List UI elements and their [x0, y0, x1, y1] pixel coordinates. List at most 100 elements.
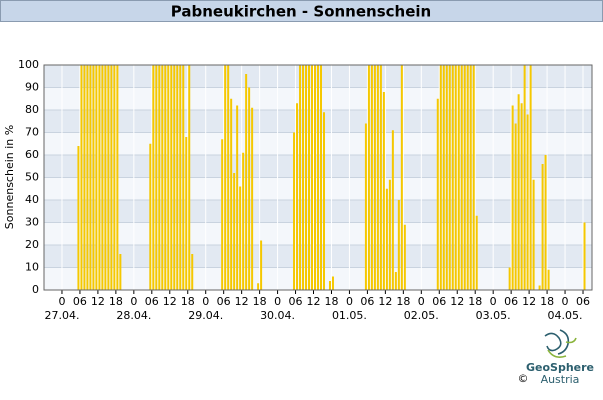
x-tick-label: 18 — [181, 295, 195, 308]
y-tick-label: 100 — [18, 58, 39, 71]
x-tick-label: 06 — [217, 295, 231, 308]
y-tick-label: 20 — [25, 238, 39, 251]
bar — [373, 65, 376, 290]
bar — [110, 65, 113, 290]
x-tick-label: 12 — [163, 295, 177, 308]
y-tick-label: 80 — [25, 103, 39, 116]
x-tick-label: 18 — [109, 295, 123, 308]
bar — [248, 87, 251, 290]
bar — [95, 65, 98, 290]
x-tick-label: 12 — [378, 295, 392, 308]
bar — [224, 65, 227, 290]
logo-name: GeoSphere — [526, 361, 594, 374]
y-tick-label: 30 — [25, 216, 39, 229]
bar — [388, 179, 391, 290]
x-tick-label: 18 — [324, 295, 338, 308]
bar — [221, 139, 224, 290]
bar — [400, 65, 403, 290]
bar — [152, 65, 155, 290]
bar — [119, 254, 122, 290]
bar — [538, 285, 541, 290]
bar — [176, 65, 179, 290]
bar — [544, 155, 547, 290]
bar — [167, 65, 170, 290]
x-tick-label: 18 — [396, 295, 410, 308]
bar — [397, 200, 400, 290]
bar — [161, 65, 164, 290]
bar — [319, 65, 322, 290]
y-tick-label: 40 — [25, 193, 39, 206]
bar — [367, 65, 370, 290]
bar — [164, 65, 167, 290]
date-label: 30.04. — [260, 309, 295, 322]
date-label: 01.05. — [332, 309, 367, 322]
bar — [391, 130, 394, 290]
bar — [296, 103, 299, 290]
bar — [185, 137, 188, 290]
x-tick-label: 0 — [202, 295, 209, 308]
bar — [260, 240, 263, 290]
bar — [293, 132, 296, 290]
bar — [379, 65, 382, 290]
x-tick-label: 0 — [274, 295, 281, 308]
date-label: 28.04. — [116, 309, 151, 322]
y-tick-label: 60 — [25, 148, 39, 161]
bar — [182, 65, 185, 290]
bar — [532, 179, 535, 290]
bar — [155, 65, 158, 290]
bar — [364, 123, 367, 290]
bar — [442, 65, 445, 290]
y-tick-label: 10 — [25, 261, 39, 274]
bar — [173, 65, 176, 290]
bar — [445, 65, 448, 290]
bar — [98, 65, 101, 290]
bar — [86, 65, 89, 290]
bar — [89, 65, 92, 290]
plot-border — [43, 64, 593, 291]
bar — [92, 65, 95, 290]
x-tick-label: 0 — [58, 295, 65, 308]
date-label: 04.05. — [548, 309, 583, 322]
bar — [523, 65, 526, 290]
bar — [511, 105, 514, 290]
bar — [460, 65, 463, 290]
x-tick-label: 0 — [346, 295, 353, 308]
bar — [170, 65, 173, 290]
bar — [454, 65, 457, 290]
x-tick-label: 12 — [522, 295, 536, 308]
bar — [311, 65, 314, 290]
bar — [457, 65, 460, 290]
bar — [382, 92, 385, 290]
bar — [107, 65, 110, 290]
bar — [308, 65, 311, 290]
y-tick-label: 50 — [25, 171, 39, 184]
bar — [436, 98, 439, 290]
bar — [104, 65, 107, 290]
bar — [370, 65, 373, 290]
bar — [179, 65, 182, 290]
x-tick-label: 18 — [468, 295, 482, 308]
bar — [149, 143, 152, 290]
bar — [394, 272, 397, 290]
x-tick-label: 06 — [145, 295, 159, 308]
y-tick-label: 70 — [25, 126, 39, 139]
x-tick-label: 12 — [235, 295, 249, 308]
bar — [583, 222, 586, 290]
bar — [517, 94, 520, 290]
x-tick-label: 0 — [418, 295, 425, 308]
bar — [520, 103, 523, 290]
bar — [448, 65, 451, 290]
bar — [385, 188, 388, 290]
bar — [236, 105, 239, 290]
bar — [508, 267, 511, 290]
x-tick-label: 12 — [450, 295, 464, 308]
copyright: © — [518, 372, 529, 385]
bar — [317, 65, 320, 290]
bar — [514, 123, 517, 290]
bar — [227, 65, 230, 290]
bar — [547, 269, 550, 290]
bar — [403, 224, 406, 290]
date-label: 29.04. — [188, 309, 223, 322]
bar — [80, 65, 83, 290]
